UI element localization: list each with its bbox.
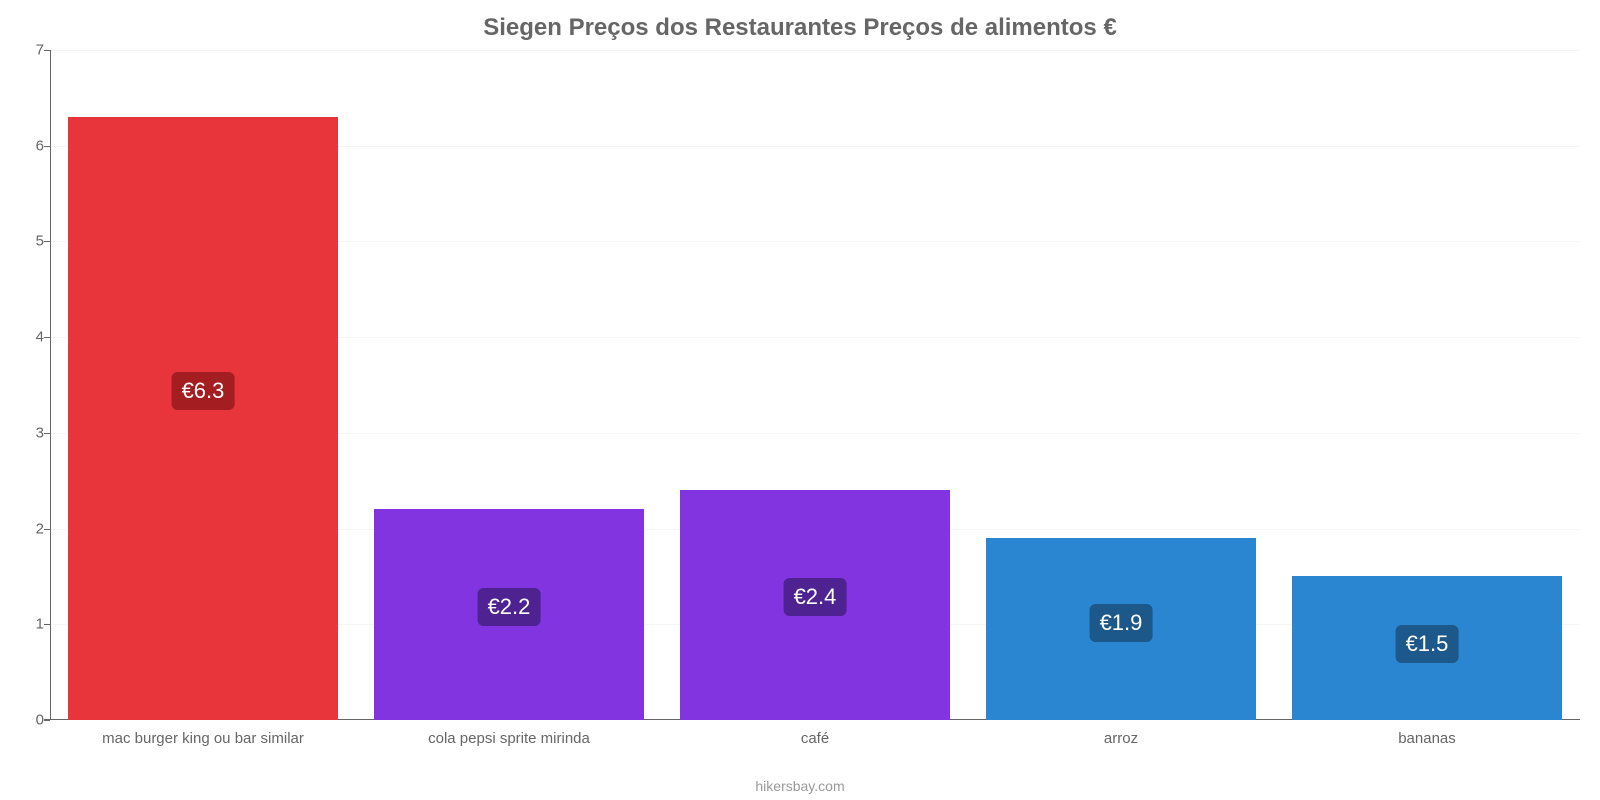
y-tick-label: 0 — [4, 712, 44, 729]
category-label: arroz — [968, 730, 1274, 747]
value-badge: €6.3 — [172, 372, 235, 410]
bar: €1.5 — [1292, 576, 1561, 720]
category-label: mac burger king ou bar similar — [50, 730, 356, 747]
y-tick-label: 4 — [4, 329, 44, 346]
y-tick-label: 3 — [4, 424, 44, 441]
y-tick-label: 1 — [4, 616, 44, 633]
value-badge: €2.4 — [784, 578, 847, 616]
plot-area: 01234567€6.3mac burger king ou bar simil… — [50, 50, 1580, 720]
category-label: cola pepsi sprite mirinda — [356, 730, 662, 747]
bar: €2.4 — [680, 490, 949, 720]
value-badge: €1.9 — [1090, 604, 1153, 642]
y-tick-label: 7 — [4, 42, 44, 59]
value-badge: €1.5 — [1396, 625, 1459, 663]
y-tick-mark — [44, 720, 50, 721]
category-label: café — [662, 730, 968, 747]
bar: €1.9 — [986, 538, 1255, 720]
chart-container: Siegen Preços dos Restaurantes Preços de… — [0, 0, 1600, 800]
category-label: bananas — [1274, 730, 1580, 747]
gridline — [50, 50, 1580, 51]
bar: €6.3 — [68, 117, 337, 720]
bar: €2.2 — [374, 509, 643, 720]
y-tick-label: 5 — [4, 233, 44, 250]
source-attribution: hikersbay.com — [0, 778, 1600, 794]
value-badge: €2.2 — [478, 588, 541, 626]
y-tick-label: 6 — [4, 137, 44, 154]
y-axis-line — [50, 50, 51, 720]
chart-title: Siegen Preços dos Restaurantes Preços de… — [0, 0, 1600, 42]
y-tick-label: 2 — [4, 520, 44, 537]
